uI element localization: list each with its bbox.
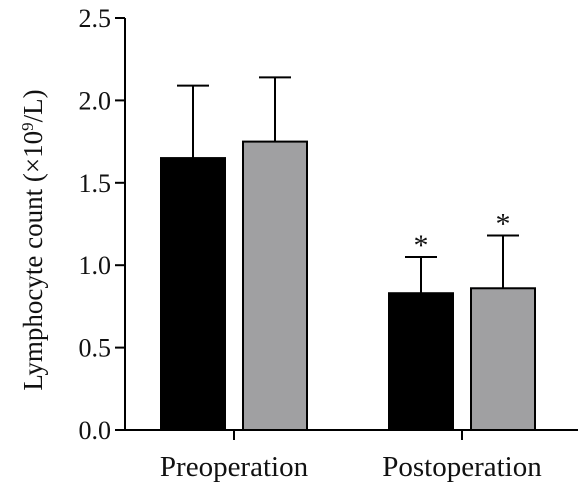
y-tick-label-0.0: 0.0 [79,416,112,445]
y-axis-label: Lymphocyte count (×109/L) [18,89,49,390]
bar-postoperation-series-1 [388,292,454,431]
bars-layer [160,140,536,432]
annotations-layer: ** [414,208,511,262]
error-bars-layer [177,76,519,294]
y-axis-label-end: /L) [18,89,48,122]
y-axis-label-group: Lymphocyte count (×109/L) [18,89,49,390]
y-tick-label-0.5: 0.5 [79,334,112,363]
y-tick-label-1.5: 1.5 [79,169,112,198]
tick-labels-layer: 0.0 0.5 1.0 1.5 2.0 2.5 Preoperation Postoperat… [79,4,543,483]
y-axis-label-main: Lymphocyte count (×10 [18,131,48,391]
axes-layer [115,17,578,440]
significance-marker-1: * [414,229,429,262]
x-tick-label-preoperation: Preoperation [160,451,309,483]
y-tick-label-2.5: 2.5 [79,4,112,33]
bar-preoperation-series-2 [242,140,308,431]
y-tick-label-1.0: 1.0 [79,251,112,280]
bar-preoperation-series-1 [160,157,226,432]
y-axis-label-superscript: 9 [18,122,37,131]
bar-postoperation-series-2 [470,287,536,431]
y-tick-label-2.0: 2.0 [79,86,112,115]
x-tick-label-postoperation: Postoperation [382,451,542,483]
significance-marker-2: * [496,208,511,241]
